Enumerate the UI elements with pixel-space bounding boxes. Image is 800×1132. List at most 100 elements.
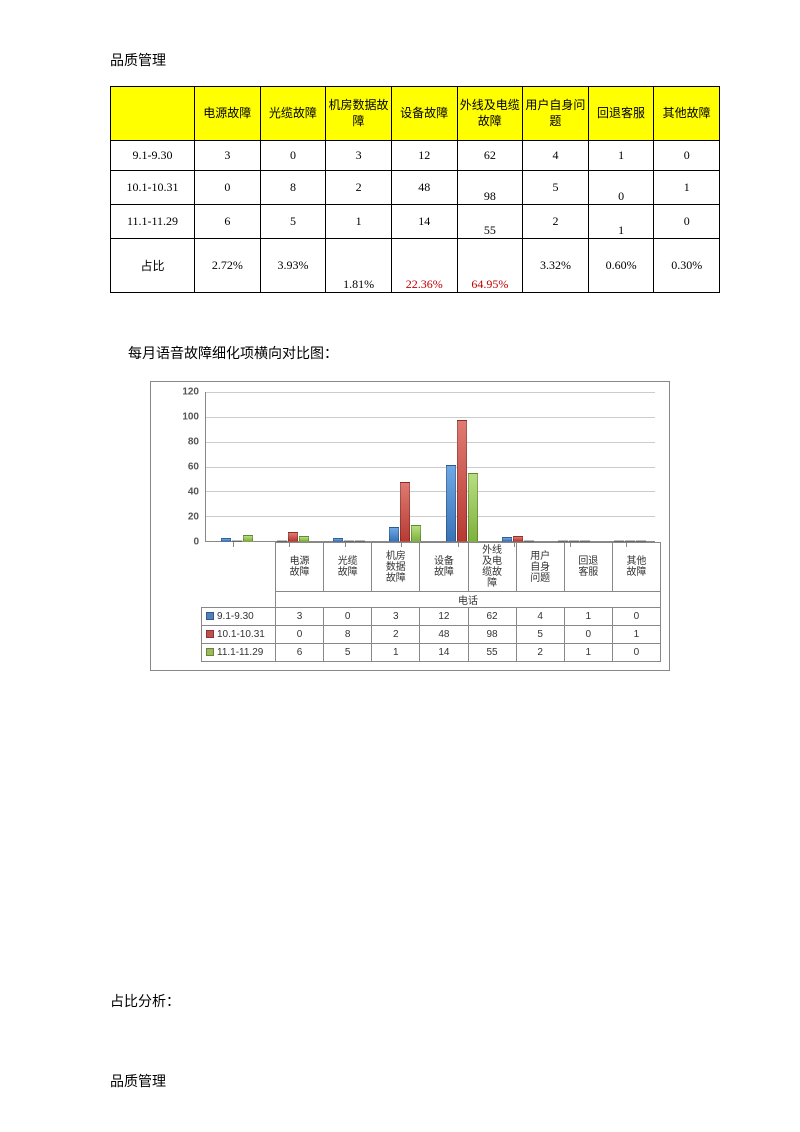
table-row-label: 9.1-9.30 (111, 141, 195, 171)
table-cell: 0.60% (588, 239, 654, 293)
table-cell: 3 (195, 141, 261, 171)
chart-table-cell: 0 (276, 626, 324, 644)
table-cell: 4 (523, 141, 589, 171)
table-header-cell: 光缆故障 (260, 87, 326, 141)
chart-bar (502, 537, 512, 542)
chart-legend-swatch (206, 648, 214, 656)
chart-bar (400, 482, 410, 542)
chart-table-category-cell: 电源故障 (276, 543, 324, 592)
chart-table-cell: 2 (516, 644, 564, 662)
chart-bar (299, 536, 309, 542)
chart-bar (411, 525, 421, 543)
chart-table-series-row: 9.1-9.303031262410 (202, 608, 661, 626)
chart-table-cell: 62 (468, 608, 516, 626)
table-header-cell: 其他故障 (654, 87, 720, 141)
table-cell: 1 (588, 141, 654, 171)
table-cell: 14 (391, 205, 457, 239)
chart-table-cell: 0 (612, 644, 660, 662)
chart-bar (457, 420, 467, 543)
table-cell: 55 (457, 205, 523, 239)
table-cell: 22.36% (391, 239, 457, 293)
chart-bar-group (374, 392, 430, 542)
chart-table-cell: 6 (276, 644, 324, 662)
table-header-blank (111, 87, 195, 141)
chart-bar (614, 540, 624, 542)
chart-bar (232, 540, 242, 542)
table-row-label: 占比 (111, 239, 195, 293)
table-ratio-row: 占比2.72%3.93%1.81%22.36%64.95%3.32%0.60%0… (111, 239, 720, 293)
chart-y-tick-label: 20 (188, 512, 199, 523)
table-header-cell: 电源故障 (195, 87, 261, 141)
table-row-label: 10.1-10.31 (111, 171, 195, 205)
chart-bar (524, 540, 534, 543)
chart-table-cell: 5 (324, 644, 372, 662)
chart-table-cell: 1 (372, 644, 420, 662)
chart-series-label: 11.1-11.29 (202, 644, 276, 662)
chart-bar (288, 532, 298, 542)
table-cell: 0.30% (654, 239, 720, 293)
table-cell: 12 (391, 141, 457, 171)
table-cell: 0 (260, 141, 326, 171)
table-header-cell: 外线及电缆故障 (457, 87, 523, 141)
table-cell: 0 (654, 141, 720, 171)
table-cell: 3 (326, 141, 392, 171)
table-header-cell: 用户自身问题 (523, 87, 589, 141)
page-footer-title: 品质管理 (110, 1071, 720, 1091)
chart-legend-swatch (206, 630, 214, 638)
table-cell: 1 (588, 205, 654, 239)
chart-series-label: 9.1-9.30 (202, 608, 276, 626)
chart-bar (513, 536, 523, 542)
chart-bar (468, 473, 478, 542)
chart-table-cell: 3 (372, 608, 420, 626)
ratio-analysis-heading: 占比分析： (110, 991, 720, 1011)
table-cell: 3.32% (523, 239, 589, 293)
monthly-fault-chart: 020406080100120 电源故障光缆故障机房数据故障设备故障外线及电缆故… (150, 381, 670, 671)
chart-table-category-cell: 回退客服 (564, 543, 612, 592)
chart-table-cell: 5 (516, 626, 564, 644)
chart-bar-group (543, 392, 599, 542)
table-cell: 0 (195, 171, 261, 205)
table-cell: 6 (195, 205, 261, 239)
table-cell: 1.81% (326, 239, 392, 293)
chart-table-category-cell: 设备故障 (420, 543, 468, 592)
chart-bar (221, 538, 231, 542)
fault-data-table: 电源故障光缆故障机房数据故障设备故障外线及电缆故障用户自身问题回退客服其他故障 … (110, 86, 720, 293)
table-header-cell: 回退客服 (588, 87, 654, 141)
chart-table-cell: 98 (468, 626, 516, 644)
chart-bar (625, 540, 635, 542)
chart-bar (636, 540, 646, 542)
chart-bar (558, 540, 568, 542)
chart-bar-group (318, 392, 374, 542)
chart-table-cell: 12 (420, 608, 468, 626)
chart-bar-group (205, 392, 261, 542)
chart-table-category-cell: 外线及电缆故障 (468, 543, 516, 592)
chart-bar-group (261, 392, 317, 542)
chart-table-cell: 0 (612, 608, 660, 626)
chart-table-series-row: 10.1-10.310824898501 (202, 626, 661, 644)
chart-y-tick-label: 120 (182, 387, 199, 398)
table-cell: 5 (523, 171, 589, 205)
chart-bar (389, 527, 399, 542)
table-cell: 2 (326, 171, 392, 205)
chart-table-category-cell: 用户自身问题 (516, 543, 564, 592)
chart-table-cell: 2 (372, 626, 420, 644)
table-cell: 64.95% (457, 239, 523, 293)
chart-table-category-row: 电源故障光缆故障机房数据故障设备故障外线及电缆故障用户自身问题回退客服其他故障 (202, 543, 661, 592)
chart-bar (344, 540, 354, 543)
table-cell: 98 (457, 171, 523, 205)
chart-y-tick-label: 40 (188, 487, 199, 498)
chart-table-series-row: 11.1-11.296511455210 (202, 644, 661, 662)
page-title: 品质管理 (110, 50, 720, 70)
table-row-label: 11.1-11.29 (111, 205, 195, 239)
chart-table-category-cell: 机房数据故障 (372, 543, 420, 592)
chart-y-tick-label: 0 (193, 537, 199, 548)
chart-y-tick-label: 60 (188, 462, 199, 473)
table-cell: 3.93% (260, 239, 326, 293)
chart-bar (243, 535, 253, 543)
chart-bar-groups (205, 392, 655, 542)
table-header-row: 电源故障光缆故障机房数据故障设备故障外线及电缆故障用户自身问题回退客服其他故障 (111, 87, 720, 141)
chart-y-tick-label: 80 (188, 437, 199, 448)
chart-bar-group (430, 392, 486, 542)
table-cell: 2.72% (195, 239, 261, 293)
chart-table-cell: 1 (612, 626, 660, 644)
